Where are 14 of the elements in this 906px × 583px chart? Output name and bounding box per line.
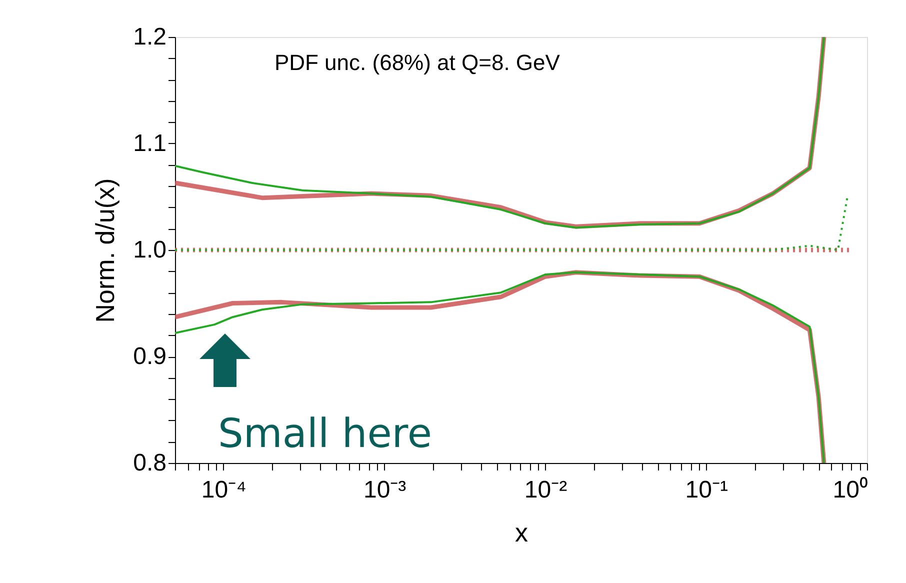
annotation: Small here: [218, 411, 432, 457]
x-tick-label: 10⁻³: [363, 476, 406, 504]
x-tick-label: 10⁻²: [524, 476, 568, 504]
x-tick-label: 10⁻⁴: [201, 476, 246, 504]
y-tick-label: 0.9: [133, 343, 166, 370]
y-axis-title: Norm. d/u(x): [90, 178, 120, 323]
annotation: PDF unc. (68%) at Q=8. GeV: [274, 50, 560, 75]
x-axis-title: x: [515, 518, 528, 548]
y-tick-label: 1.1: [133, 130, 166, 157]
x-tick-label: 10⁻¹: [685, 476, 728, 504]
y-tick-label: 1.2: [133, 24, 166, 50]
y-tick-label: 0.8: [133, 450, 166, 476]
y-tick-label: 1.0: [133, 236, 166, 264]
x-tick-label: 10⁰: [832, 476, 868, 504]
